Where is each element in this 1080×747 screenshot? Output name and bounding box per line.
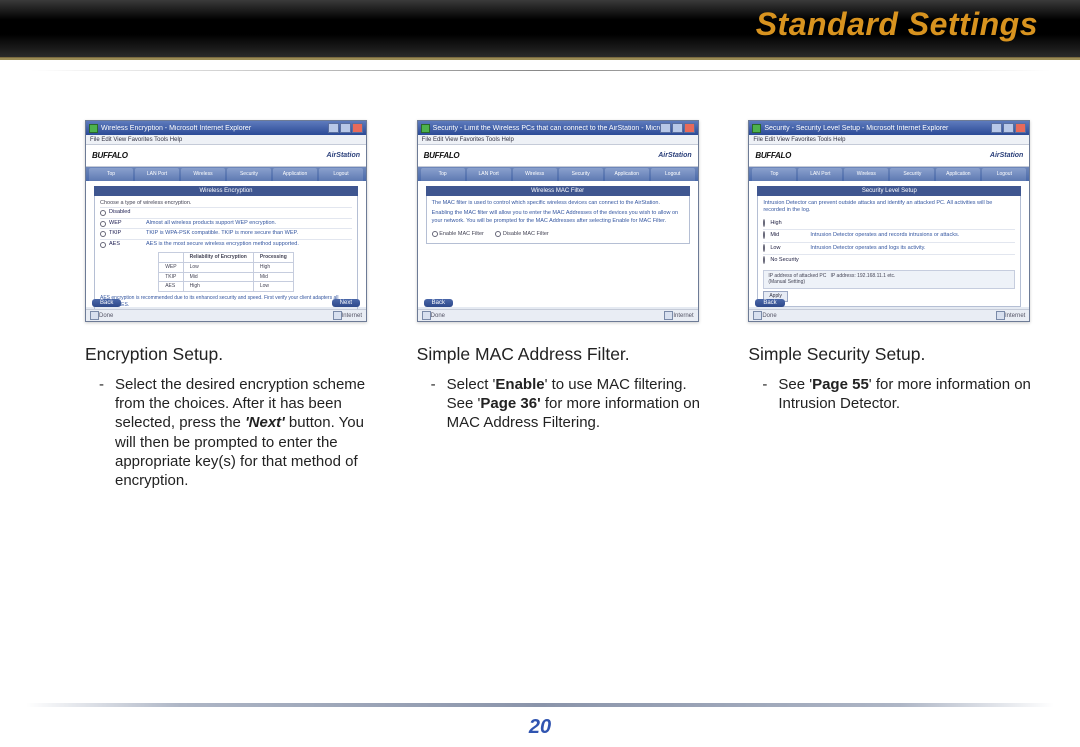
window-buttons [660,123,695,133]
screenshot-security: Security - Security Level Setup - Micros… [748,120,1030,322]
brand-bar: BUFFALO AirStation [86,145,366,167]
status-left: Done [431,313,445,319]
page-title: Standard Settings [756,6,1038,43]
status-icon [90,311,99,320]
content-columns: Wireless Encryption - Microsoft Internet… [85,120,1040,490]
window-icon [421,124,430,133]
brand-logo: BUFFALO [755,151,791,160]
bullet-mac-filter: - Select 'Enable' to use MAC filtering. … [417,375,709,433]
window-title: Wireless Encryption - Microsoft Internet… [101,125,328,132]
tab: Wireless [513,168,557,181]
status-right: Internet [342,313,362,319]
header-band: Standard Settings [0,0,1080,58]
panel-title: Wireless MAC Filter [426,186,690,196]
status-icon [996,311,1005,320]
top-divider [30,70,1050,71]
brand-bar: BUFFALO AirStation [418,145,698,167]
tab: LAN Port [135,168,179,181]
tab: Security [559,168,603,181]
status-icon [422,311,431,320]
encryption-table: Reliability of EncryptionProcessing WEPL… [158,252,294,292]
tab: Wireless [181,168,225,181]
window-buttons [991,123,1026,133]
panel-note: The MAC filter is used to control which … [432,200,684,207]
window-title: Security - Limit the Wireless PCs that c… [433,125,660,132]
product-name: AirStation [990,152,1023,159]
footer-divider [26,703,1054,707]
window-icon [752,124,761,133]
window-icon [89,124,98,133]
column-encryption: Wireless Encryption - Microsoft Internet… [85,120,377,490]
column-mac-filter: Security - Limit the Wireless PCs that c… [417,120,709,490]
panel-note: Intrusion Detector can prevent outside a… [763,200,1015,215]
product-name: AirStation [658,152,691,159]
status-icon [753,311,762,320]
panel-intro: Choose a type of wireless encryption. [100,200,352,207]
tab: Application [936,168,980,181]
nav-tabs: Top LAN Port Wireless Security Applicati… [86,167,366,181]
brand-logo: BUFFALO [92,151,128,160]
caption-mac-filter: Simple MAC Address Filter. [417,344,709,365]
caption-security: Simple Security Setup. [748,344,1040,365]
panel-title: Security Level Setup [757,186,1021,196]
tab: Logout [982,168,1026,181]
status-left: Done [99,313,113,319]
column-security: Security - Security Level Setup - Micros… [748,120,1040,490]
tab: Wireless [844,168,888,181]
tab: Security [227,168,271,181]
tab: Application [273,168,317,181]
browser-menubar: File Edit View Favorites Tools Help [749,135,1029,145]
status-right: Internet [1005,313,1025,319]
back-button: Back [755,299,784,307]
status-left: Done [762,313,776,319]
back-button: Back [92,299,121,307]
panel-note: Enabling the MAC filter will allow you t… [432,210,684,225]
next-button: Next [332,299,360,307]
back-button: Back [424,299,453,307]
status-icon [664,311,673,320]
bullet-security: - See 'Page 55' for more information on … [748,375,1040,413]
screenshot-mac-filter: Security - Limit the Wireless PCs that c… [417,120,699,322]
tab: Application [605,168,649,181]
window-title: Security - Security Level Setup - Micros… [764,125,991,132]
nav-tabs: Top LAN Port Wireless Security Applicati… [749,167,1029,181]
bullet-encryption: - Select the desired encryption scheme f… [85,375,377,490]
tab: Security [890,168,934,181]
caption-encryption: Encryption Setup. [85,344,377,365]
tab: LAN Port [467,168,511,181]
page-number: 20 [0,716,1080,739]
brand-bar: BUFFALO AirStation [749,145,1029,167]
nav-tabs: Top LAN Port Wireless Security Applicati… [418,167,698,181]
tab: Top [752,168,796,181]
window-buttons [328,123,363,133]
detail-band: IP address of attacked PC IP address: 19… [763,270,1015,290]
tab: LAN Port [798,168,842,181]
product-name: AirStation [327,152,360,159]
screenshot-encryption: Wireless Encryption - Microsoft Internet… [85,120,367,322]
tab: Top [421,168,465,181]
brand-logo: BUFFALO [424,151,460,160]
status-icon [333,311,342,320]
panel-title: Wireless Encryption [94,186,358,196]
tab: Logout [319,168,363,181]
browser-menubar: File Edit View Favorites Tools Help [86,135,366,145]
status-right: Internet [673,313,693,319]
tab: Logout [651,168,695,181]
tab: Top [89,168,133,181]
browser-menubar: File Edit View Favorites Tools Help [418,135,698,145]
